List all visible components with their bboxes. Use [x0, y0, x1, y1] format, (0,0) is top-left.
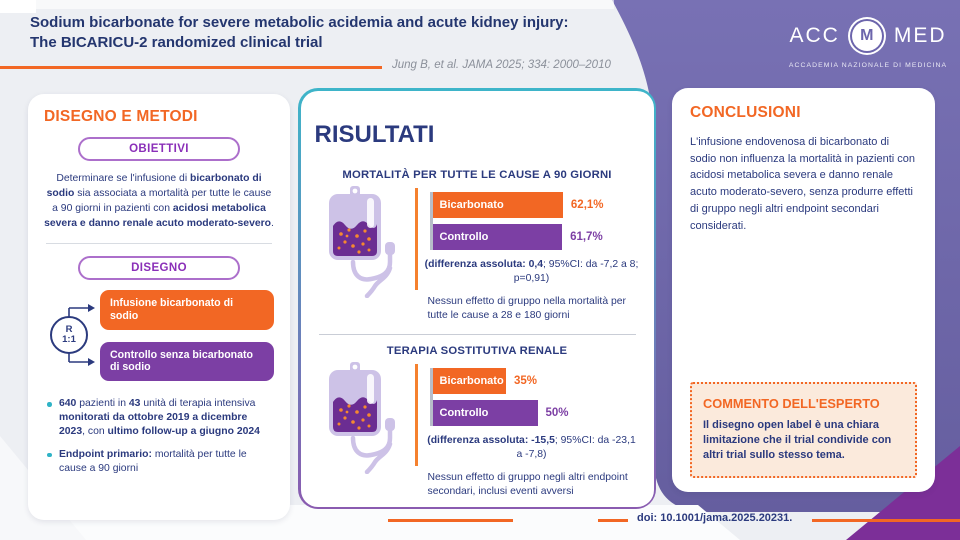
results-title: RISULTATI — [314, 121, 435, 149]
logo-m-icon: M — [851, 21, 882, 51]
results-card: RISULTATI MORTALITÀ PER TUTTE LE CAUSE A… — [300, 90, 654, 507]
chart2-value-controllo: 50% — [545, 407, 569, 420]
objectives-pill: OBIETTIVI — [78, 137, 240, 161]
logo-row: ACC M MED — [788, 17, 948, 55]
chart2: Bicarbonato 35% Controllo 50% (differenz… — [315, 360, 640, 498]
randomization-letter: R — [65, 324, 73, 336]
chart2-row-bicarbonato: Bicarbonato 35% — [432, 368, 642, 395]
divider — [46, 243, 272, 245]
page-title-line2: The BICARICU-2 randomized clinical trial — [30, 34, 323, 52]
divider — [318, 334, 636, 336]
chart1-value-controllo: 61,7% — [570, 231, 603, 244]
chart2-title: TERAPIA SOSTITUTIVA RENALE — [386, 345, 568, 358]
header-rule — [0, 66, 382, 69]
chart1-bar-controllo: Controllo — [432, 224, 563, 251]
chart2-bar-controllo: Controllo — [432, 400, 538, 427]
top-band — [36, 0, 614, 9]
randomization-circle: R 1:1 — [50, 316, 88, 355]
chart1-note: Nessun effetto di gruppo nella mortalità… — [427, 296, 627, 321]
methods-bullets: 640 pazienti in 43 unità di terapia inte… — [44, 397, 274, 476]
footer-rule-left — [388, 519, 513, 522]
bullet-primary-endpoint: Endpoint primario: mortalità per tutte l… — [44, 448, 274, 476]
chart1-row-controllo: Controllo 61,7% — [432, 224, 642, 251]
top-left-notch — [0, 0, 36, 13]
footer-rule-dash — [598, 519, 628, 522]
conclusions-title: CONCLUSIONI — [690, 104, 801, 121]
page-title: Sodium bicarbonate for severe metabolic … — [30, 13, 569, 54]
bar-label: Bicarbonato — [439, 375, 504, 388]
objectives-text: Determinare se l'infusione di bicarbonat… — [44, 173, 274, 230]
chart2-row-controllo: Controllo 50% — [432, 400, 642, 427]
chart1-bars: Bicarbonato 62,1% Controllo 61,7% — [429, 192, 642, 251]
chart1-value-bicarbonato: 62,1% — [570, 199, 604, 212]
randomization-connector: R 1:1 — [44, 290, 100, 381]
randomization-flow: R 1:1 Infusione bicarbonato di sodio Con… — [44, 290, 274, 382]
footer-rule-right — [812, 519, 960, 522]
acc-med-logo: ACC M MED ACCADEMIA NAZIONALE DI MEDICIN… — [788, 17, 948, 69]
results-card-border: RISULTATI MORTALITÀ PER TUTTE LE CAUSE A… — [298, 88, 656, 509]
chart1: Bicarbonato 62,1% Controllo 61,7% (diffe… — [315, 184, 640, 322]
chart1-body: Bicarbonato 62,1% Controllo 61,7% (diffe… — [425, 184, 642, 322]
chart2-note: Nessun effetto di gruppo negli altri end… — [427, 472, 628, 497]
design-pill: DISEGNO — [78, 256, 240, 281]
logo-med: MED — [893, 24, 947, 47]
arm-bicarbonate-box: Infusione bicarbonato di sodio — [100, 290, 274, 330]
conclusions-card: CONCLUSIONI L'infusione endovenosa di bi… — [672, 88, 935, 492]
bar-label: Controllo — [439, 231, 489, 244]
bullet-patients: 640 pazienti in 43 unità di terapia inte… — [44, 397, 274, 439]
chart2-orange-divider — [414, 364, 418, 467]
chart2-bars: Bicarbonato 35% Controllo 50% — [429, 368, 642, 427]
bar-label: Bicarbonato — [439, 199, 504, 212]
logo-subtitle: ACCADEMIA NAZIONALE DI MEDICINA — [788, 62, 948, 69]
chart1-orange-divider — [414, 188, 418, 291]
methods-card: DISEGNO E METODI OBIETTIVI Determinare s… — [28, 94, 290, 520]
trial-arms: Infusione bicarbonato di sodio Controllo… — [100, 290, 274, 382]
doi-text[interactable]: doi: 10.1001/jama.2025.20231. — [637, 512, 793, 524]
chart1-bar-bicarbonato: Bicarbonato — [432, 192, 563, 219]
chart2-caption: (differenza assoluta: -15,5; 95%CI: da -… — [427, 435, 636, 460]
expert-comment-text: Il disegno open label è una chiara limit… — [703, 419, 892, 462]
logo-acc: ACC — [789, 24, 840, 47]
chart1-row-bicarbonato: Bicarbonato 62,1% — [432, 192, 642, 219]
iv-bag-icon — [328, 362, 395, 475]
citation: Jung B, et al. JAMA 2025; 334: 2000–2010 — [392, 59, 611, 71]
methods-title: DISEGNO E METODI — [44, 108, 198, 125]
iv-bag-icon — [328, 186, 395, 299]
randomization-ratio: 1:1 — [62, 334, 76, 346]
chart2-value-bicarbonato: 35% — [514, 375, 538, 388]
chart2-bar-bicarbonato: Bicarbonato — [432, 368, 506, 395]
conclusions-text: L'infusione endovenosa di bicarbonato di… — [690, 136, 916, 232]
arm-control-box: Controllo senza bicarbonato di sodio — [100, 341, 274, 382]
chart1-title: MORTALITÀ PER TUTTE LE CAUSE A 90 GIORNI — [342, 169, 612, 182]
bar-label: Controllo — [439, 407, 489, 420]
page-title-line1: Sodium bicarbonate for severe metabolic … — [30, 14, 569, 31]
expert-comment-title: COMMENTO DELL'ESPERTO — [703, 396, 880, 412]
chart1-caption: (differenza assoluta: 0,4; 95%CI: da -7,… — [424, 259, 639, 284]
expert-comment-box: COMMENTO DELL'ESPERTO Il disegno open la… — [690, 382, 917, 478]
chart2-body: Bicarbonato 35% Controllo 50% (differenz… — [427, 360, 642, 498]
